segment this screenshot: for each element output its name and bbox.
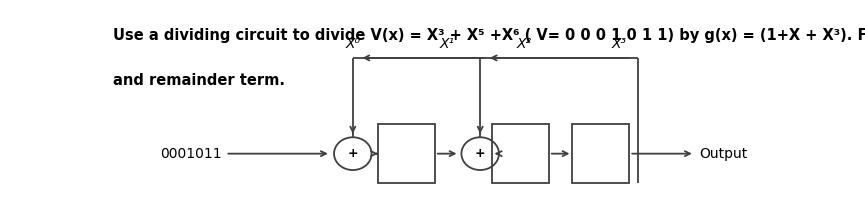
Text: +: + bbox=[475, 147, 485, 160]
Text: X³: X³ bbox=[612, 37, 626, 51]
Text: 0001011: 0001011 bbox=[161, 147, 222, 161]
Text: X⁰: X⁰ bbox=[345, 37, 361, 51]
Text: and remainder term.: and remainder term. bbox=[113, 73, 285, 88]
Bar bbox=[492, 124, 549, 183]
Text: Use a dividing circuit to divide V(x) = X³ + X⁵ +X⁶ ( V= 0 0 0 1 0 1 1) by g(x) : Use a dividing circuit to divide V(x) = … bbox=[113, 28, 865, 43]
Bar bbox=[378, 124, 435, 183]
Text: X¹: X¹ bbox=[439, 37, 454, 51]
Text: Output: Output bbox=[700, 147, 747, 161]
Text: X²: X² bbox=[516, 37, 531, 51]
Text: +: + bbox=[348, 147, 358, 160]
Bar bbox=[573, 124, 630, 183]
